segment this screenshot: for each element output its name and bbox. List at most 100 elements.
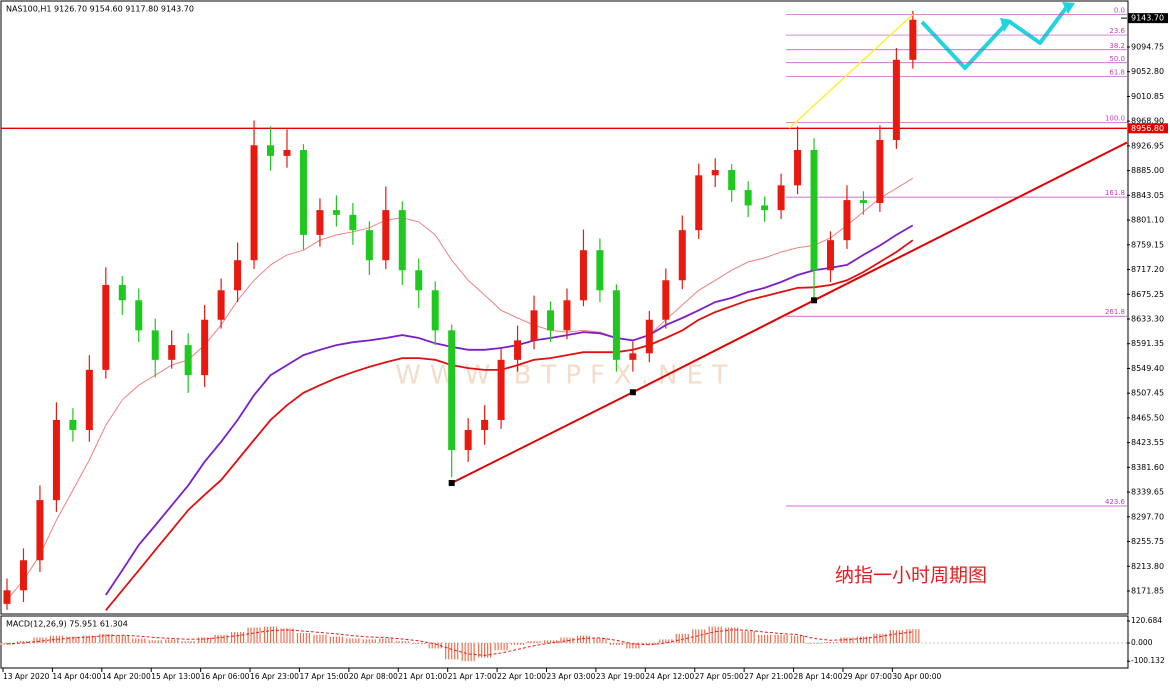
candle-body [349,214,357,231]
candle-body [612,290,620,360]
candle-body [85,369,93,430]
candle-body [859,200,867,204]
candle-body [365,230,373,261]
trend-anchor [629,389,636,396]
candle-body [497,359,505,420]
candle-body [777,185,785,211]
trend-anchor [448,480,455,487]
annotation: 纳指一小时周期图 [835,565,987,587]
x-tick-label: 16 Apr 23:00 [250,672,299,681]
candle-body [563,300,571,331]
x-tick-label: 27 Apr 21:00 [744,672,793,681]
price-label-box [1128,13,1168,24]
candle-body [267,145,275,156]
x-tick-label: 24 Apr 12:00 [645,672,694,681]
y-tick-label: 8339.65 [1131,488,1164,497]
candle-body [184,345,192,376]
projection-path [920,20,1007,70]
y-tick-label: 9052.80 [1131,67,1164,76]
y-tick-label: 8926.95 [1131,141,1164,150]
candle-body [332,210,340,215]
fib-label: 61.8 [1109,68,1125,76]
y-tick-label: 8843.05 [1131,191,1164,200]
candle-body [645,319,653,354]
candle-body [316,210,324,235]
y-tick-label: 8549.40 [1131,364,1164,373]
candle-body [398,210,406,271]
arrow-head [1000,18,1012,32]
x-tick-label: 14 Apr 04:00 [52,672,101,681]
candle-body [36,500,44,561]
candle-body [843,200,851,241]
candle-body [629,353,637,360]
candle-body [250,145,258,261]
candle-body [151,330,159,360]
candle-body [892,59,900,140]
fib-label: 261.8 [1105,308,1125,316]
x-tick-label: 16 Apr 06:00 [201,672,250,681]
candle-body [118,284,126,301]
x-tick-label: 30 Apr 00:00 [892,672,941,681]
candle-body [201,319,209,376]
x-tick-label: 28 Apr 14:00 [794,672,843,681]
y-tick-label: 8213.80 [1131,562,1164,571]
candle-body [464,429,472,451]
candle-body [678,230,686,281]
x-tick-label: 21 Apr 17:00 [448,672,497,681]
fib-line [788,13,914,129]
moving-average [6,177,914,601]
candle-body [19,560,27,591]
candle-body [514,340,522,360]
candle-body [728,170,736,191]
y-tick-label: 8255.75 [1131,537,1164,546]
y-tick-label: 8759.15 [1131,240,1164,249]
moving-average [105,224,914,596]
y-tick-label: 8675.25 [1131,290,1164,299]
candle-body [69,419,77,430]
candle-body [876,139,884,204]
candle-body [217,290,225,320]
candle-body [662,280,670,320]
y-tick-label: 8381.60 [1131,463,1164,472]
candle-body [744,190,752,206]
y-tick-label: 8507.45 [1131,389,1164,398]
candle-body [448,330,456,451]
x-tick-label: 17 Apr 15:00 [299,672,348,681]
x-tick-label: 29 Apr 07:00 [843,672,892,681]
x-tick-label: 20 Apr 08:00 [349,672,398,681]
trendline-extension [813,141,1128,302]
y-tick-label: 8465.50 [1131,413,1164,422]
fib-label: 161.8 [1105,189,1125,197]
x-tick-label: 27 Apr 05:00 [695,672,744,681]
projection-arrows [920,2,1075,70]
fib-label: 38.2 [1109,42,1125,50]
macd-tick-label: 120.684 [1131,616,1162,625]
arrow-head [1062,2,1075,14]
y-tick-label: 8885.00 [1131,166,1164,175]
candle-body [382,210,390,261]
y-tick-label: 8801.10 [1131,216,1164,225]
x-tick-label: 21 Apr 01:00 [398,672,447,681]
candle-body [431,290,439,331]
macd-tick-label: 0.000 [1131,638,1153,647]
fib-label: 100.0 [1105,114,1125,122]
candle-body [547,310,555,331]
candle-body [234,260,242,291]
candle-body [711,170,719,176]
candle-body [283,149,291,156]
y-tick-label: 8968.90 [1131,117,1164,126]
last-price-label: 9143.70 [1131,14,1164,23]
candle-body [530,310,538,341]
header: NAS100,H1 9126.70 9154.60 9117.80 9143.7… [6,5,194,14]
y-tick-label: 8297.70 [1131,512,1164,521]
y-tick-label: 8717.20 [1131,265,1164,274]
y-tick-label: 9010.85 [1131,92,1164,101]
macd-signal [6,629,913,656]
candle-body [909,19,917,60]
candle-body [579,250,587,301]
candle-body [102,284,110,370]
candle-body [3,590,11,604]
x-tick-label: 13 Apr 2020 [3,672,50,681]
fib-label: 50.0 [1109,55,1125,63]
